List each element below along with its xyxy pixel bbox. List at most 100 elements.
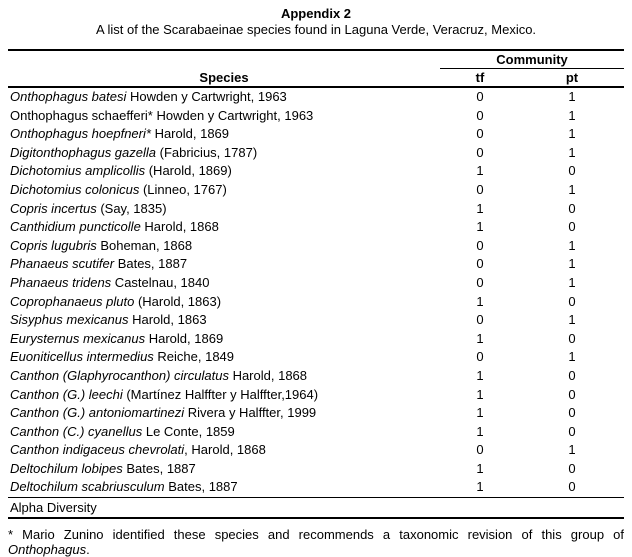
table-row: Canthon (G.) antoniomartinezi Rivera y H…: [8, 404, 624, 423]
species-author: Le Conte, 1859: [142, 423, 235, 439]
species-author: Rivera y Halffter, 1999: [184, 405, 317, 421]
species-binomial: Canthon (Glaphyrocanthon) circulatus: [10, 367, 229, 383]
pt-value: 0: [568, 423, 576, 439]
species-author: (Harold, 1863): [134, 293, 222, 309]
pt-value: 0: [568, 219, 576, 235]
species-name-cell: Phanaeus scutifer Bates, 1887: [8, 255, 440, 274]
species-binomial: Digitonthophagus gazella: [10, 144, 156, 160]
species-binomial: Canthon (G.) antoniomartinezi: [10, 405, 185, 421]
pt-value: 1: [568, 107, 576, 123]
footnote: * Mario Zunino identified these species …: [8, 527, 624, 557]
footnote-italic-word: Onthophagus: [8, 542, 87, 557]
pt-value: 1: [568, 144, 576, 160]
species-binomial: Canthon (G.) leechi: [10, 386, 123, 402]
alpha-diversity-row: Alpha Diversity: [8, 497, 624, 520]
table-row: Phanaeus tridens Castelnau, 1840 0 1: [8, 274, 624, 293]
tf-value: 0: [476, 442, 484, 458]
species-name-cell: Canthon (G.) leechi (Martínez Halffter y…: [8, 386, 440, 405]
pt-value: 0: [568, 460, 576, 476]
pt-value: 1: [568, 274, 576, 290]
species-name-cell: Copris lugubris Boheman, 1868: [8, 237, 440, 256]
species-author: (Say, 1835): [96, 200, 167, 216]
pt-value: 0: [568, 293, 576, 309]
pt-value: 0: [568, 386, 576, 402]
tf-value: 1: [476, 330, 484, 346]
species-author: Harold, 1863: [128, 312, 207, 328]
table-row: Canthon (C.) cyanellus Le Conte, 1859 1 0: [8, 423, 624, 442]
species-binomial: Onthophagus hoepfneri*: [10, 126, 151, 142]
species-name-cell: Onthophagus hoepfneri* Harold, 1869: [8, 125, 440, 144]
table-row: Eurysternus mexicanus Harold, 1869 1 0: [8, 330, 624, 349]
species-name-cell: Canthon indigaceus chevrolati, Harold, 1…: [8, 441, 440, 460]
species-author: , Harold, 1868: [184, 442, 266, 458]
column-header-row: Species tf pt: [8, 68, 624, 88]
species-name-cell: Coprophanaeus pluto (Harold, 1863): [8, 293, 440, 312]
species-author: Harold, 1869: [150, 126, 230, 142]
species-binomial: Copris incertus: [10, 200, 97, 216]
table-row: Canthon (G.) leechi (Martínez Halffter y…: [8, 386, 624, 405]
tf-value: 1: [476, 405, 484, 421]
table-row: Deltochilum scabriusculum Bates, 1887 1 0: [8, 478, 624, 497]
table-row: Canthidium puncticolle Harold, 1868 1 0: [8, 218, 624, 237]
species-author: Bates, 1887: [114, 256, 188, 272]
species-binomial: Sisyphus mexicanus: [10, 312, 129, 328]
tf-value: 0: [476, 312, 484, 328]
species-binomial: Deltochilum scabriusculum: [10, 479, 165, 495]
community-header-row: Community: [8, 50, 624, 69]
species-author: Bates, 1887: [122, 460, 196, 476]
species-name-cell: Dichotomius amplicollis (Harold, 1869): [8, 162, 440, 181]
species-author: (Harold, 1869): [145, 163, 232, 179]
species-binomial: Eurysternus mexicanus: [10, 330, 146, 346]
species-binomial: Canthon indigaceus chevrolati: [10, 442, 185, 458]
species-binomial: Phanaeus tridens: [10, 274, 112, 290]
empty-header-cell: [8, 50, 440, 69]
species-binomial: Phanaeus scutifer: [10, 256, 115, 272]
table-row: Sisyphus mexicanus Harold, 1863 0 1: [8, 311, 624, 330]
tf-value: 0: [476, 181, 484, 197]
species-binomial: Onthophagus batesi: [10, 89, 127, 104]
tf-value: 0: [476, 89, 484, 104]
tf-value: 0: [476, 349, 484, 365]
tf-value: 0: [476, 256, 484, 272]
species-name-cell: Eurysternus mexicanus Harold, 1869: [8, 330, 440, 349]
tf-value: 0: [476, 274, 484, 290]
pt-value: 0: [568, 163, 576, 179]
species-binomial: Coprophanaeus pluto: [10, 293, 135, 309]
pt-value: 0: [568, 200, 576, 216]
tf-value: 1: [476, 163, 484, 179]
tf-value: 1: [476, 367, 484, 383]
species-column-header: Species: [8, 68, 440, 88]
pt-value: 0: [568, 330, 576, 346]
table-row: Coprophanaeus pluto (Harold, 1863) 1 0: [8, 293, 624, 312]
pt-value: 1: [568, 312, 576, 328]
table-row: Phanaeus scutifer Bates, 1887 0 1: [8, 255, 624, 274]
species-author: Boheman, 1868: [96, 237, 193, 253]
pt-value: 1: [568, 256, 576, 272]
table-row: Dichotomius amplicollis (Harold, 1869) 1 0: [8, 162, 624, 181]
table-row: Deltochilum lobipes Bates, 1887 1 0: [8, 460, 624, 479]
species-author: Howden y Cartwright, 1963: [126, 89, 287, 104]
species-author: Castelnau, 1840: [111, 274, 210, 290]
table-row: Copris incertus (Say, 1835) 1 0: [8, 200, 624, 219]
pt-value: 1: [568, 126, 576, 142]
species-binomial: Onthophagus schaefferi*: [10, 107, 153, 123]
tf-value: 1: [476, 460, 484, 476]
table-row: Canthon indigaceus chevrolati, Harold, 1…: [8, 441, 624, 460]
species-author: Bates, 1887: [164, 479, 238, 495]
community-header: Community: [440, 50, 624, 69]
species-author: Howden y Cartwright, 1963: [152, 107, 314, 123]
pt-value: 1: [568, 349, 576, 365]
species-name-cell: Phanaeus tridens Castelnau, 1840: [8, 274, 440, 293]
pt-value: 1: [568, 237, 576, 253]
species-name-cell: Canthon (G.) antoniomartinezi Rivera y H…: [8, 404, 440, 423]
species-author: (Fabricius, 1787): [156, 144, 258, 160]
species-author: Reiche, 1849: [153, 349, 235, 365]
table-body: Onthophagus batesi Howden y Cartwright, …: [8, 87, 624, 498]
species-binomial: Copris lugubris: [10, 237, 97, 253]
tf-value: 0: [476, 107, 484, 123]
species-name-cell: Copris incertus (Say, 1835): [8, 200, 440, 219]
pt-value: 1: [568, 442, 576, 458]
pt-value: 1: [568, 89, 576, 104]
species-binomial: Dichotomius amplicollis: [10, 163, 146, 179]
